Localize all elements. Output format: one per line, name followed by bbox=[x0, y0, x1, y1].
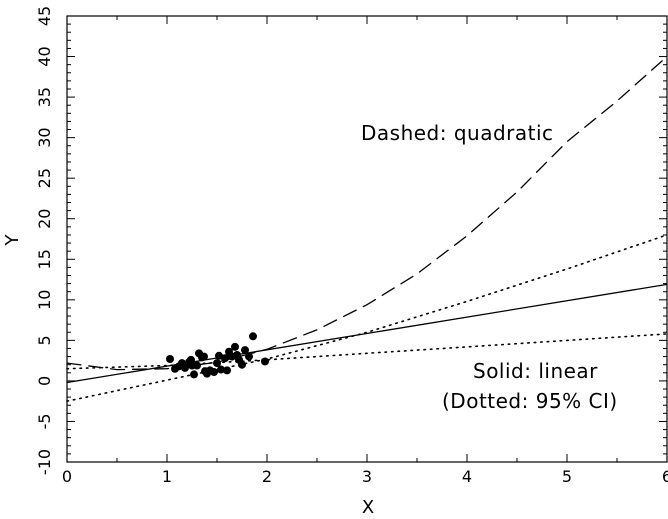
data-point bbox=[190, 370, 198, 379]
annotation-ci: (Dotted: 95% CI) bbox=[442, 389, 618, 413]
x-tick-label: 0 bbox=[62, 467, 72, 486]
data-point bbox=[261, 357, 269, 366]
x-tick-label: 3 bbox=[362, 467, 372, 486]
data-point bbox=[245, 352, 253, 361]
data-point bbox=[217, 365, 225, 374]
x-tick-label: 1 bbox=[162, 467, 172, 486]
series-line-dotted bbox=[66, 234, 668, 403]
points-layer bbox=[166, 332, 269, 379]
x-tick-label: 5 bbox=[562, 467, 572, 486]
data-point bbox=[215, 351, 223, 360]
y-tick-label: 45 bbox=[35, 6, 54, 26]
y-tick-label: 20 bbox=[35, 209, 54, 229]
data-point bbox=[213, 359, 221, 368]
x-tick-label: 2 bbox=[262, 467, 272, 486]
x-axis-label: X bbox=[362, 497, 374, 518]
y-tick-label: 25 bbox=[35, 168, 54, 188]
y-tick-label: 35 bbox=[35, 87, 54, 107]
data-point bbox=[238, 360, 246, 369]
data-point bbox=[210, 367, 218, 376]
annotation-linear: Solid: linear bbox=[473, 359, 598, 383]
series-layer bbox=[66, 55, 668, 403]
data-point bbox=[223, 366, 231, 375]
data-point bbox=[241, 346, 249, 355]
y-axis-label: Y bbox=[2, 234, 23, 247]
series-line-dashed bbox=[66, 55, 668, 371]
y-tick-label: 10 bbox=[35, 290, 54, 310]
y-tick-label: -10 bbox=[35, 449, 54, 475]
data-point bbox=[221, 354, 229, 363]
data-point bbox=[166, 355, 174, 364]
data-point bbox=[249, 332, 257, 341]
y-tick-label: 5 bbox=[35, 335, 54, 345]
data-point bbox=[200, 352, 208, 361]
y-tick-label: -5 bbox=[35, 413, 54, 429]
data-point bbox=[231, 342, 239, 351]
series-line-dotted bbox=[66, 333, 668, 370]
y-tick-label: 0 bbox=[35, 376, 54, 386]
data-point bbox=[193, 361, 201, 370]
x-tick-label: 6 bbox=[662, 467, 668, 486]
series-line-solid bbox=[66, 283, 668, 384]
y-tick-label: 30 bbox=[35, 127, 54, 147]
y-tick-label: 15 bbox=[35, 249, 54, 269]
annotation-quadratic: Dashed: quadratic bbox=[361, 121, 554, 145]
data-point bbox=[181, 363, 189, 372]
y-tick-label: 40 bbox=[35, 46, 54, 66]
x-tick-label: 4 bbox=[462, 467, 472, 486]
